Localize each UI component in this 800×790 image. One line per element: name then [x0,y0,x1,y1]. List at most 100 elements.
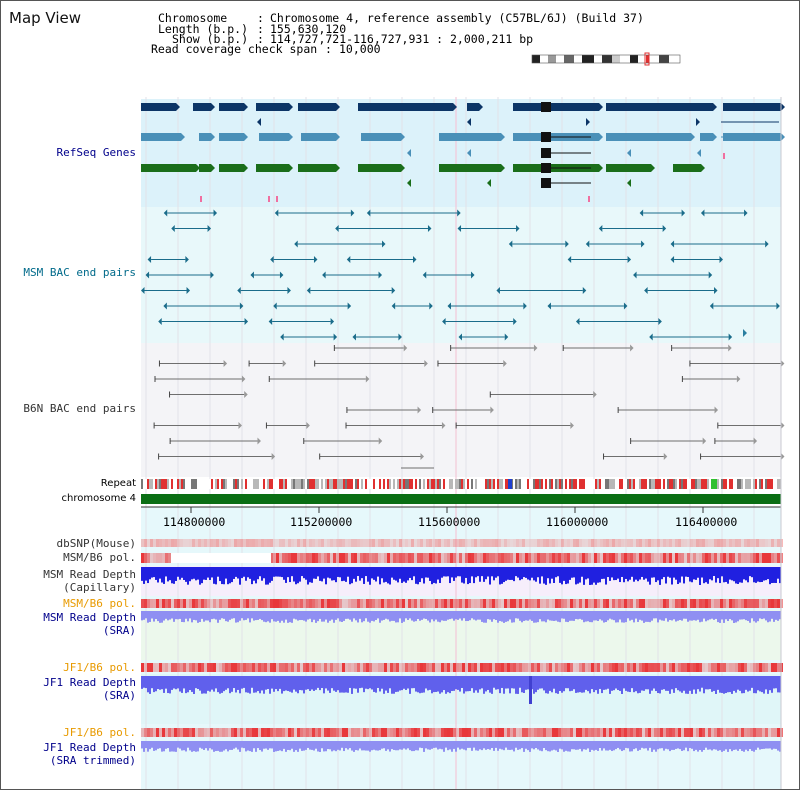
read-depth-bar [313,567,315,579]
read-depth-bar [537,676,539,690]
gene-exon [358,103,453,111]
repeat-block [701,479,703,489]
read-depth-bar [177,676,179,689]
polymorphism-cell [414,599,417,608]
polymorphism-cell [345,599,348,608]
repeat-block [565,479,567,489]
polymorphism-cell [657,599,660,608]
repeat-block [515,479,517,489]
read-depth-bar [639,676,641,693]
read-depth-bar [635,567,637,580]
read-depth-bar [713,611,715,620]
polymorphism-cell [453,599,456,608]
read-depth-bar [207,676,209,691]
read-depth-bar [547,676,549,694]
length-key: Length (b.p.) [158,22,249,36]
read-depth-bar [339,676,341,693]
repeat-block [611,479,613,489]
polymorphism-cell [213,663,216,672]
read-depth-bar [193,741,195,752]
polymorphism-cell [504,728,507,737]
polymorphism-cell [363,539,366,547]
read-depth-bar [187,741,189,748]
read-depth-bar [437,741,439,750]
polymorphism-cell [171,539,174,547]
polymorphism-cell [777,728,780,737]
read-depth-bar [395,567,397,581]
polymorphism-cell [327,539,330,547]
gene-exon [301,133,336,141]
polymorphism-cell [360,539,363,547]
polymorphism-cell [756,663,759,672]
polymorphism-cell [435,539,438,547]
read-depth-bar [661,741,663,749]
read-depth-bar [495,741,497,748]
polymorphism-cell [768,539,771,547]
polymorphism-cell [681,539,684,547]
polymorphism-cell [591,728,594,737]
read-depth-bar [211,741,213,750]
polymorphism-cell [660,663,663,672]
read-depth-bar [699,567,701,585]
read-depth-bar [607,567,609,578]
read-depth-bar [387,676,389,693]
gene-strand-arrow [244,103,248,111]
msm-depth-sra-label: MSM Read Depth [43,611,136,624]
polymorphism-cell [612,599,615,608]
read-depth-bar [673,567,675,578]
gene-strand-arrow [501,133,505,141]
read-depth-bar [591,567,593,585]
polymorphism-cell [699,663,702,672]
read-depth-bar [539,676,541,689]
polymorphism-cell [432,553,435,563]
read-depth-bar [335,611,337,620]
repeat-block [581,479,583,489]
read-depth-bar [773,567,775,583]
polymorphism-cell [369,663,372,672]
polymorphism-cell [345,553,348,563]
polymorphism-cell [756,599,759,608]
read-depth-bar [319,676,321,691]
read-depth-bar [551,611,553,621]
polymorphism-cell [600,539,603,547]
polymorphism-cell [684,663,687,672]
gene-exon [606,133,691,141]
polymorphism-cell [576,728,579,737]
read-depth-bar [257,741,259,749]
repeat-block [613,479,615,489]
read-depth-bar [587,567,589,579]
repeat-block [629,479,631,489]
polymorphism-cell [249,663,252,672]
polymorphism-cell [651,663,654,672]
read-depth-bar [183,676,185,689]
repeat-block [489,479,491,489]
bac-end [663,453,668,460]
polymorphism-cell [753,728,756,737]
polymorphism-cell [696,539,699,547]
read-depth-bar [487,676,489,690]
read-depth-bar [605,611,607,623]
polymorphism-cell [450,539,453,547]
read-depth-bar [485,567,487,580]
polymorphism-cell [531,553,534,563]
read-depth-bar [489,676,491,693]
polymorphism-cell [426,663,429,672]
read-depth-bar [387,611,389,620]
polymorphism-cell [666,599,669,608]
read-depth-bar [205,676,207,694]
polymorphism-cell [159,599,162,608]
polymorphism-cell [546,539,549,547]
read-depth-bar [161,611,163,623]
read-depth-bar [761,676,763,693]
polymorphism-cell [537,728,540,737]
read-depth-bar [625,676,627,691]
read-depth-bar [513,567,515,582]
polymorphism-cell [270,663,273,672]
read-depth-bar [779,567,781,584]
repeat-block [605,479,607,489]
polymorphism-cell [369,599,372,608]
polymorphism-cell [354,728,357,737]
polymorphism-cell [336,539,339,547]
read-depth-bar [633,567,635,582]
